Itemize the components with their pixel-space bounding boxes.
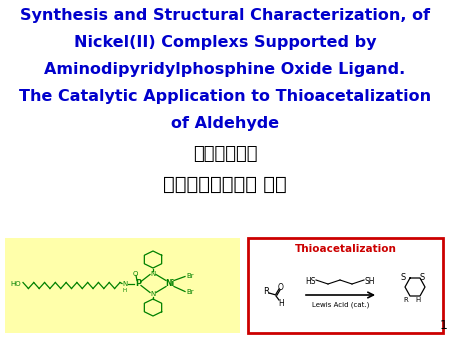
Text: S: S xyxy=(419,272,425,282)
Text: of Aldehyde: of Aldehyde xyxy=(171,116,279,131)
Text: The Catalytic Application to Thioacetalization: The Catalytic Application to Thioacetali… xyxy=(19,89,431,104)
Text: H: H xyxy=(415,297,421,303)
Text: N: N xyxy=(150,290,156,296)
Bar xyxy=(248,238,443,333)
Text: Aminodipyridylphosphine Oxide Ligand.: Aminodipyridylphosphine Oxide Ligand. xyxy=(45,62,405,77)
Text: Br: Br xyxy=(186,273,194,280)
Bar xyxy=(5,238,240,333)
Text: HS: HS xyxy=(305,277,315,287)
Text: 指導教授：於淡君 博士: 指導教授：於淡君 博士 xyxy=(163,175,287,194)
Text: R: R xyxy=(263,287,269,295)
Text: O: O xyxy=(278,283,284,291)
Text: R: R xyxy=(404,297,409,303)
Text: Nickel(II) Complexs Supported by: Nickel(II) Complexs Supported by xyxy=(74,35,376,50)
Text: O: O xyxy=(132,270,138,276)
Text: H: H xyxy=(278,298,284,308)
Text: Synthesis and Structural Characterization, of: Synthesis and Structural Characterizatio… xyxy=(20,8,430,23)
Text: Br: Br xyxy=(186,289,194,294)
Text: HO: HO xyxy=(10,281,21,287)
Text: P: P xyxy=(135,279,141,288)
Text: N: N xyxy=(122,281,128,287)
Text: Ni: Ni xyxy=(166,279,175,288)
Text: S: S xyxy=(400,272,405,282)
Text: 1: 1 xyxy=(440,319,448,332)
Text: H: H xyxy=(123,288,127,293)
Text: 學生：江柏誤: 學生：江柏誤 xyxy=(193,145,257,163)
Text: N: N xyxy=(150,270,156,276)
Text: Lewis Acid (cat.): Lewis Acid (cat.) xyxy=(312,302,369,308)
Text: Thioacetalization: Thioacetalization xyxy=(295,244,396,254)
Text: SH: SH xyxy=(364,277,375,287)
